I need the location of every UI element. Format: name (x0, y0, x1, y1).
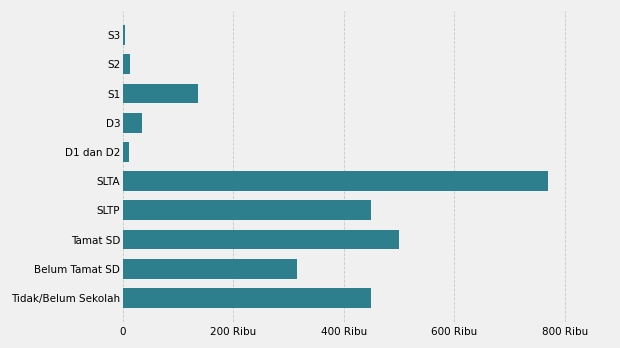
Bar (123, 113, 143, 133)
Bar (123, 230, 399, 250)
Bar (123, 142, 128, 162)
Bar (123, 259, 297, 279)
Bar (123, 84, 198, 103)
Bar (123, 200, 371, 220)
Bar (123, 171, 548, 191)
Bar (123, 25, 125, 45)
Bar (123, 288, 371, 308)
Bar (123, 54, 130, 74)
